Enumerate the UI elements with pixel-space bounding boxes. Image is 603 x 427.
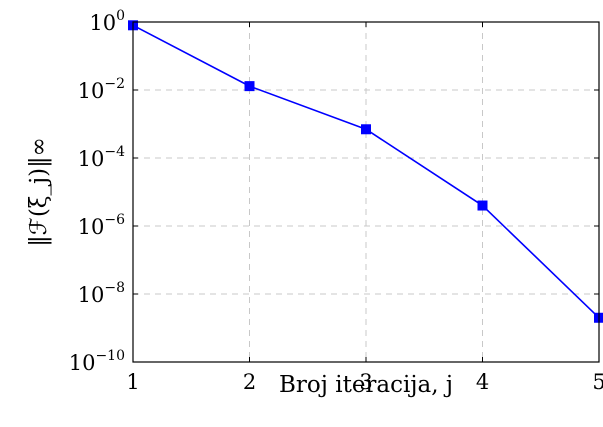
- x-tick-label: 3: [359, 370, 372, 394]
- y-tick-base: 10: [78, 215, 105, 239]
- data-point-marker: [477, 200, 488, 211]
- data-point-marker: [244, 81, 255, 92]
- x-tick-label: 5: [592, 370, 603, 394]
- y-tick-exponent: −10: [95, 348, 125, 364]
- y-tick-label: 10−8: [78, 280, 125, 307]
- y-tick-base: 10: [78, 79, 105, 103]
- y-tick-base: 10: [89, 11, 116, 35]
- y-tick-label: 10−2: [78, 76, 125, 103]
- y-tick-exponent: −6: [104, 212, 125, 228]
- data-point-marker: [361, 124, 371, 135]
- y-tick-label: 10−6: [78, 212, 125, 239]
- y-axis-title: ‖ℱ(ξ_j)‖∞: [26, 137, 52, 247]
- y-tick-label: 10−4: [78, 144, 125, 171]
- y-tick-exponent: 0: [116, 8, 125, 24]
- x-tick-label: 4: [476, 370, 489, 394]
- y-axis-title-text: ‖ℱ(ξ_j)‖∞: [26, 137, 52, 247]
- y-tick-label: 100: [89, 8, 125, 35]
- x-axis-title: Broj iteracija, j: [279, 372, 453, 398]
- x-tick-label: 1: [126, 370, 139, 394]
- y-tick-exponent: −8: [104, 280, 125, 296]
- y-tick-base: 10: [78, 283, 105, 307]
- y-tick-label: 10−10: [69, 348, 125, 375]
- x-tick-label: 2: [243, 370, 256, 394]
- x-axis-title-text: Broj iteracija, j: [279, 372, 453, 398]
- y-tick-exponent: −4: [104, 144, 125, 160]
- grid-layer: [133, 22, 599, 362]
- y-tick-exponent: −2: [104, 76, 125, 92]
- tick-layer: [132, 21, 600, 363]
- y-tick-base: 10: [69, 351, 96, 375]
- y-tick-base: 10: [78, 147, 105, 171]
